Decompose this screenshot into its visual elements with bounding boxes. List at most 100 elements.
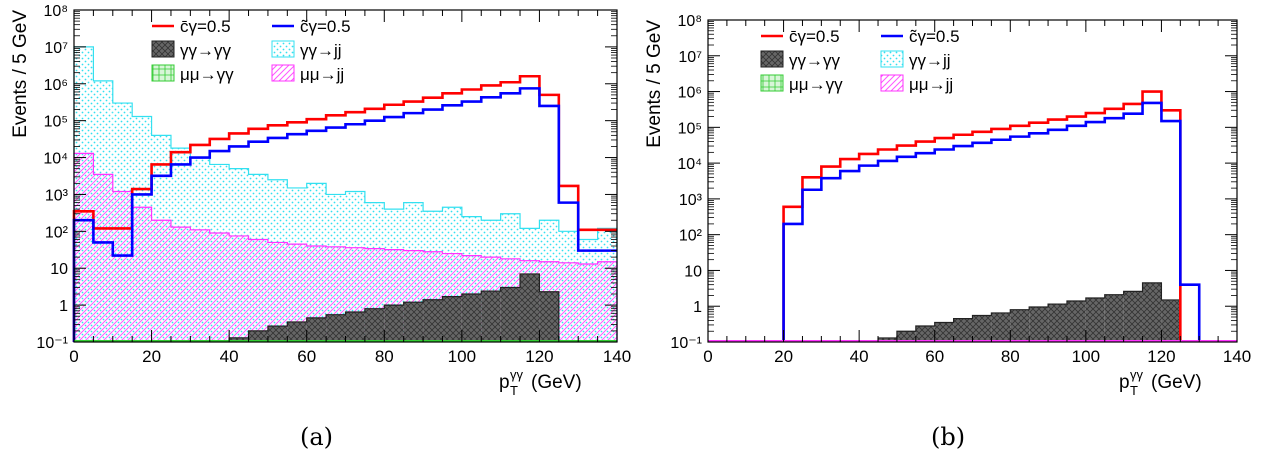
mumu-jj-bar: [93, 174, 113, 342]
mumu-jj-bar: [267, 242, 288, 342]
x-tick-label: 80: [375, 347, 394, 366]
gg-gg-bar: [953, 318, 973, 342]
x-tick-label: 140: [1223, 347, 1251, 366]
histogram-chart-a: 0 20 40 60 80 100 120 140 10⁻¹ 1 10 10² 10³ 10⁴ 10⁵ 10⁶…: [10, 3, 631, 398]
x-axis-label-sup: γγ: [510, 367, 524, 382]
legend-swatch-box: [880, 74, 904, 92]
gg-gg-outline: [228, 273, 560, 342]
gg-gg-bar: [442, 296, 462, 342]
x-tick-label: 40: [850, 347, 869, 366]
mumu-jj-bar: [170, 227, 191, 342]
mumu-jj-bar: [132, 207, 152, 342]
x-axis-label-sup: γγ: [1130, 367, 1144, 382]
x-axis-label: p γγT (GeV): [499, 367, 582, 398]
gg-gg-bar: [326, 314, 346, 342]
mumu-jj-bar: [74, 153, 94, 342]
gg-gg-bar: [267, 326, 288, 342]
gg-gg-bar: [539, 291, 559, 342]
legend-item-label: μμ→jj: [909, 75, 953, 94]
mumu-jj-bar: [597, 261, 617, 342]
gg-gg-bar: [878, 337, 897, 342]
legend: c̄γ=0.5 c̃γ=0.5 γγ→γγ γγ→jj μμ→γγ μμ→jj: [151, 17, 351, 84]
gg-gg-bar: [384, 305, 404, 342]
gg-gg-bar: [403, 302, 424, 342]
x-tick-label: 60: [297, 347, 316, 366]
series-cbar-line: [782, 90, 1182, 342]
gg-gg-bar: [1123, 291, 1143, 342]
gg-gg-bar: [520, 273, 540, 342]
gg-gg-bar: [1066, 300, 1086, 342]
gg-gg-bar: [972, 315, 992, 342]
x-axis-label-p: p: [1119, 372, 1130, 393]
gg-jj-outline: [73, 46, 618, 342]
gg-gg-bar: [248, 330, 268, 342]
gg-gg-bar: [1085, 297, 1105, 342]
y-tick-label: 10⁴: [43, 151, 68, 168]
x-axis-label-unit: (GeV): [1151, 372, 1202, 393]
gg-gg-bar: [1104, 294, 1124, 342]
legend-item-label: γγ→jj: [909, 51, 951, 70]
gg-gg-bar: [287, 321, 307, 342]
x-axis-label-unit: (GeV): [531, 372, 582, 393]
x-axis-label-p: p: [499, 372, 510, 393]
gg-gg-bar: [915, 326, 935, 342]
legend-item-label: c̃γ=0.5: [300, 17, 351, 36]
legend-item-label: μμ→γγ: [789, 75, 843, 94]
legend-swatch-box: [271, 40, 295, 58]
gg-gg-bar: [229, 337, 249, 342]
x-tick-label: 80: [1001, 347, 1020, 366]
mumu-jj-bar: [190, 229, 210, 342]
x-axis-label-sub: T: [510, 383, 518, 398]
legend-item-label: γγ→γγ: [180, 41, 232, 60]
y-tick-label: 10³: [679, 192, 703, 209]
y-tick-label: 10⁻¹: [36, 335, 68, 352]
x-tick-label: 0: [69, 347, 78, 366]
y-tick-label: 10: [684, 263, 702, 280]
gg-gg-bar: [934, 322, 954, 342]
legend-swatch-box: [760, 50, 784, 68]
y-tick-label: 10⁴: [677, 156, 702, 173]
x-tick-label: 120: [1147, 347, 1175, 366]
gg-gg-outline: [877, 282, 1181, 342]
gg-gg-bar: [1161, 299, 1181, 342]
gg-gg-bar: [1029, 307, 1049, 342]
x-tick-label: 120: [525, 347, 553, 366]
y-tick-label: 10²: [45, 224, 69, 241]
mumu-jj-outline: [73, 152, 618, 342]
gg-gg-bar: [306, 317, 327, 342]
y-tick-label: 1: [693, 299, 702, 316]
y-tick-label: 10³: [45, 187, 69, 204]
gg-gg-bar: [364, 308, 385, 342]
y-tick-label: 10⁻¹: [670, 335, 702, 352]
x-tick-label: 20: [142, 347, 161, 366]
mumu-jj-bar: [209, 233, 230, 342]
x-tick-label: 140: [603, 347, 631, 366]
gg-gg-bar: [423, 299, 443, 342]
gg-gg-bar: [991, 312, 1011, 342]
gg-gg-bar: [896, 331, 916, 342]
y-tick-label: 10⁷: [678, 49, 702, 66]
histogram-chart-b: 0 20 40 60 80 100 120 140 10⁻¹ 1 10 10² 10³ 10⁴ 10⁵ 10⁶…: [644, 13, 1251, 398]
x-tick-label: 60: [925, 347, 944, 366]
mumu-jj-bar: [151, 220, 171, 342]
panel-caption-b: (b): [931, 423, 966, 451]
panel-caption-a: (a): [300, 423, 334, 451]
y-axis-label: Events / 5 GeV: [644, 20, 665, 148]
y-tick-label: 10⁶: [678, 85, 702, 102]
y-tick-label: 10: [50, 261, 68, 278]
y-tick-label: 10⁶: [44, 77, 68, 94]
legend-item-label: μμ→jj: [300, 65, 344, 84]
gg-gg-bar: [500, 287, 521, 342]
legend-item-label: c̄γ=0.5: [789, 27, 840, 46]
y-tick-label: 10⁵: [44, 114, 68, 131]
mumu-jj-bar: [578, 264, 598, 342]
mumu-jj-bar: [558, 262, 579, 342]
chart-panel-b: 0 20 40 60 80 100 120 140 10⁻¹ 1 10 10² 10³ 10⁴ 10⁵ 10⁶…: [634, 0, 1268, 461]
gg-gg-bar: [1010, 309, 1030, 342]
y-tick-label: 10⁸: [43, 3, 68, 20]
mumu-jj-bar: [287, 244, 307, 342]
legend-item-label: c̃γ=0.5: [909, 27, 960, 46]
x-axis-label: p γγT (GeV): [1119, 367, 1202, 398]
y-tick-label: 10²: [679, 228, 703, 245]
x-axis-label-sub: T: [1130, 383, 1138, 398]
